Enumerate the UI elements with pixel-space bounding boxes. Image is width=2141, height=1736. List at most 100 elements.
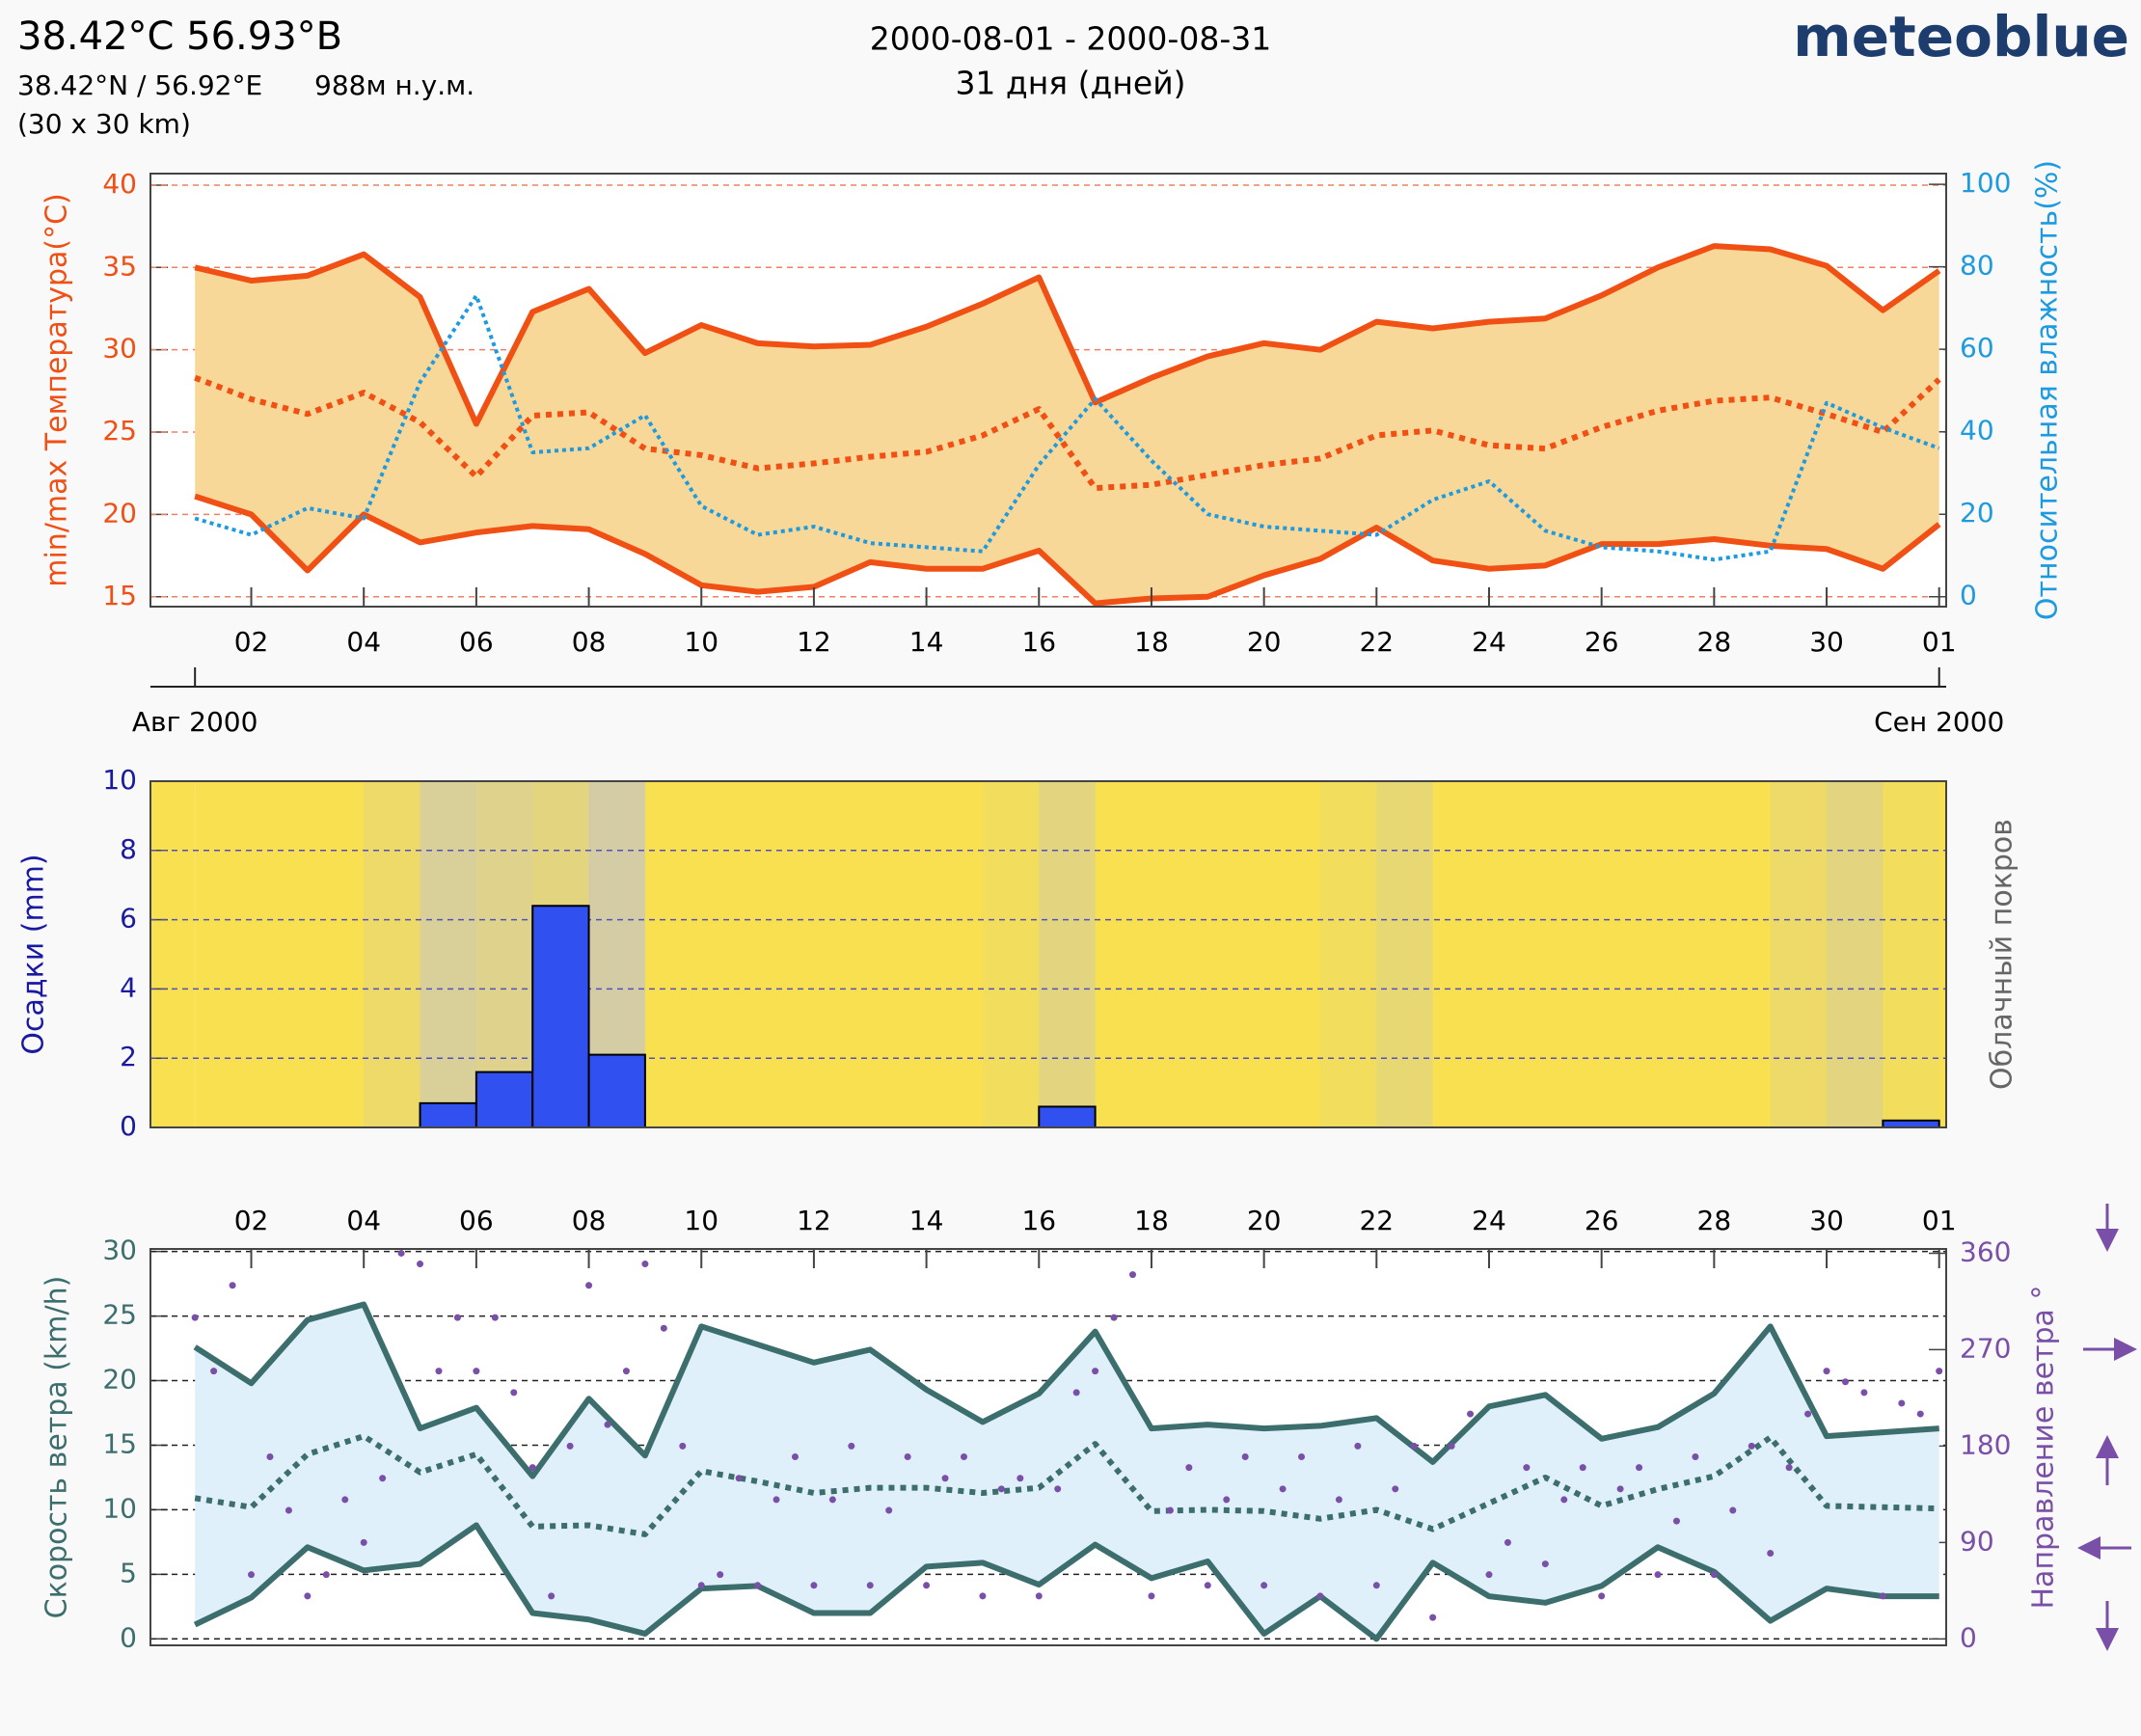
direction-point bbox=[1672, 1517, 1680, 1525]
y-axis-title: min/max Температура(°C) bbox=[41, 193, 74, 587]
y-tick-label: 30 bbox=[102, 1234, 137, 1266]
dotted-line bbox=[194, 1433, 1939, 1537]
x-tick-label: 28 bbox=[1697, 1205, 1732, 1236]
direction-point bbox=[697, 1582, 705, 1589]
cloud-cover-cell bbox=[1545, 781, 1603, 1127]
direction-point bbox=[229, 1282, 236, 1289]
direction-point bbox=[1392, 1485, 1399, 1493]
direction-point bbox=[1129, 1271, 1137, 1279]
direction-point bbox=[1485, 1571, 1493, 1579]
direction-point bbox=[322, 1571, 330, 1579]
direction-point bbox=[1541, 1560, 1549, 1568]
direction-point bbox=[1767, 1549, 1775, 1557]
period: 2000-08-01 - 2000-08-31 bbox=[870, 20, 1271, 58]
direction-point bbox=[566, 1442, 574, 1450]
direction-point bbox=[660, 1324, 667, 1332]
direction-point bbox=[341, 1496, 349, 1504]
direction-point bbox=[1372, 1582, 1380, 1589]
cloud-cover-cell bbox=[1151, 781, 1208, 1127]
direction-point bbox=[904, 1452, 911, 1460]
direction-point bbox=[248, 1571, 256, 1579]
day-count: 31 дня (дней) bbox=[955, 65, 1185, 102]
cloud-cover-cell bbox=[1488, 781, 1546, 1127]
x-tick-label: 06 bbox=[459, 1205, 494, 1236]
direction-point bbox=[397, 1249, 405, 1257]
direction-point bbox=[1916, 1410, 1924, 1418]
x-tick-label: 26 bbox=[1585, 626, 1619, 658]
y-tick-label: 5 bbox=[120, 1557, 137, 1588]
resolution: (30 x 30 km) bbox=[17, 108, 191, 140]
cloud-cover-cell bbox=[1095, 781, 1152, 1127]
x-tick-label: 14 bbox=[909, 1205, 944, 1236]
direction-point bbox=[1166, 1506, 1174, 1514]
y-tick-label: 30 bbox=[102, 333, 137, 365]
cloud-cover-cell bbox=[420, 781, 477, 1127]
x-tick-label: 28 bbox=[1697, 626, 1732, 658]
line bbox=[194, 243, 1941, 427]
cloud-cover-cell bbox=[1714, 781, 1772, 1127]
direction-point bbox=[1523, 1464, 1531, 1472]
y2-axis-title: Направление ветра ° bbox=[2027, 1286, 2061, 1610]
cloud-cover-cell bbox=[870, 781, 928, 1127]
brand-logo: meteoblue bbox=[1793, 4, 2129, 69]
y-tick-label: 20 bbox=[102, 1364, 137, 1396]
direction-point bbox=[1204, 1582, 1211, 1589]
direction-point bbox=[941, 1475, 949, 1482]
cloud-cover-cell bbox=[1770, 781, 1828, 1127]
y-axis-title: Осадки (mm) bbox=[17, 854, 51, 1054]
direction-point bbox=[585, 1282, 593, 1289]
x-tick-label: 16 bbox=[1021, 626, 1056, 658]
cloud-cover-cell bbox=[1376, 781, 1434, 1127]
direction-point bbox=[1298, 1452, 1306, 1460]
x-tick-label: 10 bbox=[684, 1205, 718, 1236]
cloud-cover-cell bbox=[644, 781, 702, 1127]
direction-point bbox=[1823, 1368, 1830, 1375]
x-tick-label: 08 bbox=[572, 626, 607, 658]
cloud-cover-cell bbox=[195, 781, 253, 1127]
direction-point bbox=[1785, 1464, 1793, 1472]
direction-point bbox=[866, 1582, 874, 1589]
x-tick-label: 30 bbox=[1809, 626, 1844, 658]
y-tick-label: 25 bbox=[102, 415, 137, 447]
y-tick-label: 0 bbox=[120, 1110, 137, 1142]
direction-point bbox=[979, 1592, 987, 1600]
direction-point bbox=[1354, 1442, 1362, 1450]
cloud-cover-cell bbox=[475, 781, 533, 1127]
y-tick-label: 15 bbox=[102, 1427, 137, 1459]
x-tick-label: 12 bbox=[797, 626, 831, 658]
direction-point bbox=[1636, 1464, 1643, 1472]
precipitation-bar bbox=[474, 1071, 534, 1129]
precipitation-bar bbox=[1882, 1119, 1940, 1128]
x-tick-label: 18 bbox=[1134, 626, 1169, 658]
y-tick-label: 15 bbox=[102, 580, 137, 611]
direction-point bbox=[360, 1538, 367, 1546]
x-tick-label: 02 bbox=[234, 626, 269, 658]
direction-point bbox=[379, 1475, 387, 1482]
cloud-cover-cell bbox=[1827, 781, 1884, 1127]
direction-point bbox=[885, 1506, 893, 1514]
y2-tick-label: 80 bbox=[1960, 250, 1994, 282]
y-tick-label: 2 bbox=[120, 1041, 137, 1072]
cloud-cover-cell bbox=[1039, 781, 1097, 1127]
direction-point bbox=[679, 1442, 687, 1450]
precipitation-bar bbox=[531, 905, 590, 1128]
y-tick-label: 10 bbox=[102, 764, 137, 796]
direction-point bbox=[717, 1571, 724, 1579]
wind-direction-icons bbox=[2077, 1204, 2137, 1651]
y2-tick-label: 180 bbox=[1960, 1428, 2011, 1460]
direction-point bbox=[1279, 1485, 1287, 1493]
y2-tick-label: 100 bbox=[1960, 167, 2011, 199]
direction-point bbox=[1560, 1496, 1568, 1504]
direction-point bbox=[1223, 1496, 1231, 1504]
x-tick-label: 20 bbox=[1247, 626, 1282, 658]
cloud-cover-cell bbox=[1263, 781, 1321, 1127]
cloud-cover-cell bbox=[1207, 781, 1265, 1127]
line bbox=[193, 1301, 1939, 1479]
direction-point bbox=[1710, 1571, 1718, 1579]
direction-point bbox=[285, 1506, 292, 1514]
direction-point bbox=[1729, 1506, 1737, 1514]
plot-frame bbox=[149, 1248, 1947, 1646]
month-label: Сен 2000 bbox=[1874, 706, 2004, 738]
plot-frame bbox=[149, 173, 1947, 608]
y2-tick-label: 270 bbox=[1960, 1332, 2011, 1364]
